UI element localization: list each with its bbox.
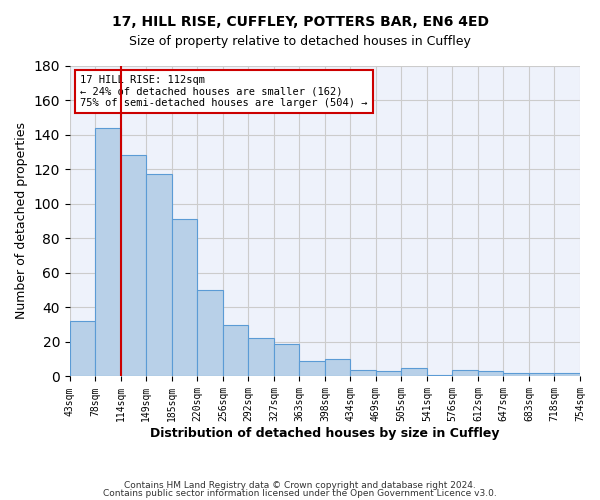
Text: Contains public sector information licensed under the Open Government Licence v3: Contains public sector information licen…	[103, 488, 497, 498]
Bar	[172, 220, 197, 376]
Bar	[427, 374, 452, 376]
Bar	[299, 361, 325, 376]
Bar	[401, 368, 427, 376]
Text: 17, HILL RISE, CUFFLEY, POTTERS BAR, EN6 4ED: 17, HILL RISE, CUFFLEY, POTTERS BAR, EN6…	[112, 15, 488, 29]
Bar	[70, 321, 95, 376]
Y-axis label: Number of detached properties: Number of detached properties	[15, 122, 28, 320]
Bar	[146, 174, 172, 376]
Bar	[350, 370, 376, 376]
Bar	[248, 338, 274, 376]
Text: Contains HM Land Registry data © Crown copyright and database right 2024.: Contains HM Land Registry data © Crown c…	[124, 481, 476, 490]
Bar	[554, 373, 580, 376]
Text: 17 HILL RISE: 112sqm
← 24% of detached houses are smaller (162)
75% of semi-deta: 17 HILL RISE: 112sqm ← 24% of detached h…	[80, 75, 367, 108]
Bar	[95, 128, 121, 376]
Text: Size of property relative to detached houses in Cuffley: Size of property relative to detached ho…	[129, 35, 471, 48]
Bar	[274, 344, 299, 376]
Bar	[197, 290, 223, 376]
Bar	[503, 373, 529, 376]
Bar	[376, 372, 401, 376]
X-axis label: Distribution of detached houses by size in Cuffley: Distribution of detached houses by size …	[150, 427, 500, 440]
Bar	[452, 370, 478, 376]
Bar	[121, 156, 146, 376]
Bar	[529, 373, 554, 376]
Bar	[478, 372, 503, 376]
Bar	[325, 359, 350, 376]
Bar	[223, 324, 248, 376]
